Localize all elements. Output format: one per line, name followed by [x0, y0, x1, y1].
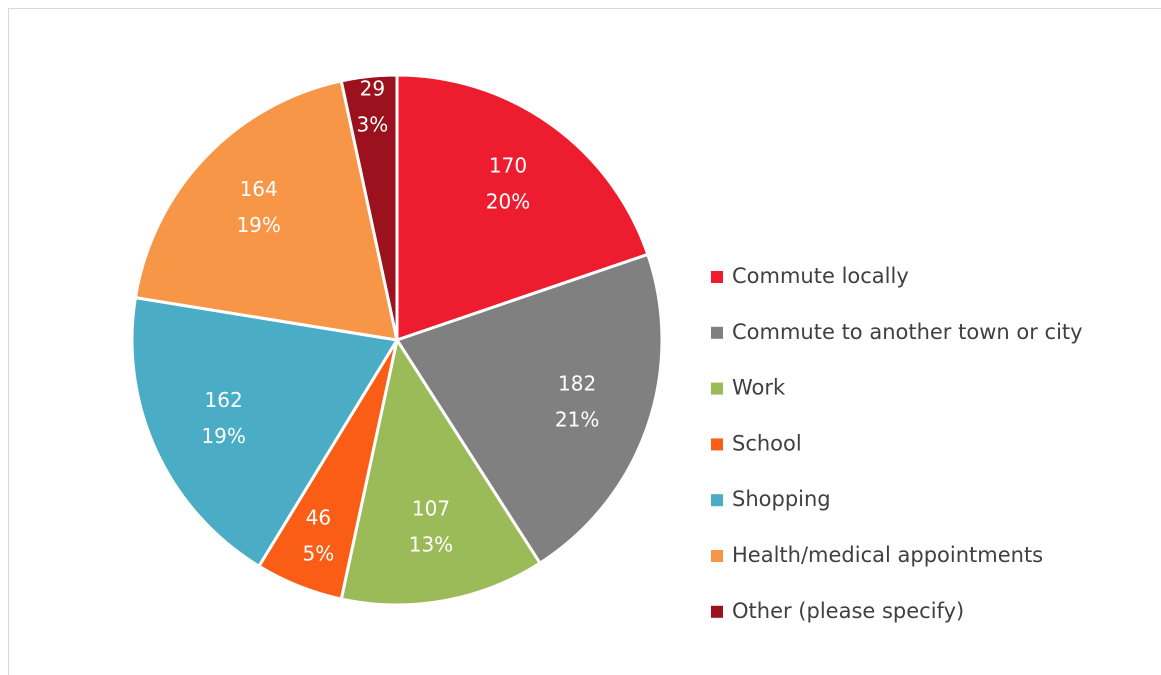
value-label: 164	[240, 177, 278, 201]
legend-label: Shopping	[732, 487, 831, 511]
pie-slice	[130, 295, 400, 569]
legend-swatch	[711, 605, 723, 618]
percent-label: 5%	[303, 541, 335, 565]
legend-label: Other (please specify)	[732, 599, 964, 623]
legend-swatch	[711, 326, 723, 339]
pie-slice	[395, 73, 650, 343]
legend-label: School	[732, 431, 802, 455]
percent-label: 3%	[356, 113, 388, 137]
value-label: 46	[306, 505, 331, 529]
legend-swatch	[711, 438, 723, 451]
percent-label: 19%	[201, 424, 245, 448]
pie-slice	[394, 252, 664, 566]
pie-slice	[133, 79, 399, 342]
legend-swatch	[711, 271, 723, 283]
pie-slice	[339, 73, 399, 341]
percent-label: 19%	[236, 213, 280, 237]
pie-slice	[339, 336, 543, 607]
legend-swatch	[711, 494, 723, 507]
value-label: 162	[205, 388, 243, 412]
chart-frame	[8, 8, 1161, 675]
value-label: 107	[412, 496, 450, 520]
percent-label: 20%	[486, 189, 530, 213]
legend-swatch	[711, 382, 723, 395]
value-label: 29	[360, 77, 385, 101]
legend-label: Commute locally	[732, 264, 909, 288]
percent-label: 21%	[555, 407, 599, 431]
legend-label: Work	[732, 376, 786, 400]
percent-label: 13%	[409, 532, 453, 556]
value-label: 182	[558, 371, 596, 395]
legend-label: Health/medical appointments	[732, 543, 1043, 567]
legend-swatch	[711, 550, 723, 562]
value-label: 170	[489, 153, 527, 177]
legend-label: Commute to another town or city	[732, 320, 1083, 344]
